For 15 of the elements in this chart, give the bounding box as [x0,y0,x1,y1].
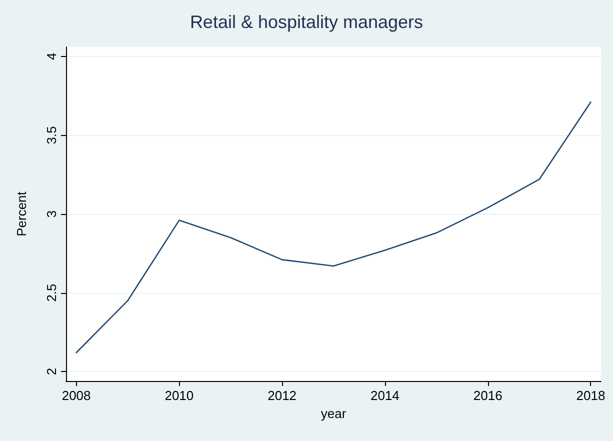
y-axis-title: Percent [14,191,29,236]
y-tick-label: 3.5 [44,126,59,144]
line-series [76,101,592,354]
x-axis-title: year [320,406,347,421]
x-tick-label: 2012 [268,388,297,403]
y-tick-label: 4 [44,52,59,60]
x-tick-label: 2016 [473,388,502,403]
y-tick-label: 3 [44,210,59,218]
y-tick-label: 2 [44,368,59,376]
y-tick-label: 2.5 [44,284,59,302]
x-tick-label: 2014 [370,388,400,403]
chart-title: Retail & hospitality managers [190,12,424,32]
x-tick-label: 2008 [62,388,91,403]
x-tick-label: 2010 [164,388,194,403]
x-tick-label: 2018 [576,388,606,403]
